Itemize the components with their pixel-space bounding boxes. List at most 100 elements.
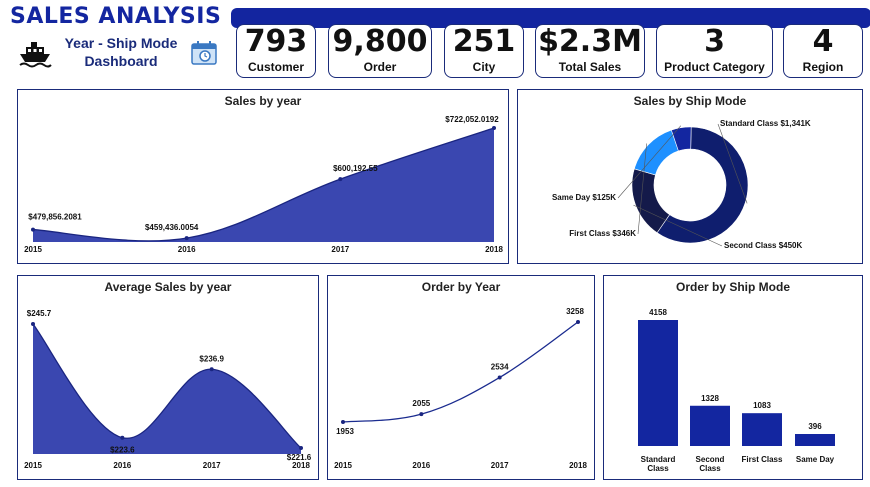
x-tick-label: Class [647,464,669,473]
x-tick-label: Standard [641,455,676,464]
donut-slice [631,168,670,234]
ship-icon [19,42,52,68]
bar [638,320,678,446]
data-label: 1953 [336,427,354,436]
bar [742,413,782,446]
data-point [31,227,35,232]
leader-line [633,204,723,247]
kpi-label: Region [802,60,844,74]
kpi-value: 793 [244,24,308,59]
series-line [32,127,495,242]
dashboard-subtitle: Year - Ship Mode Dashboard [56,34,186,70]
kpi-card-city: 251 City [444,24,524,78]
data-label: $245.7 [27,309,52,318]
data-point [341,420,345,424]
x-tick-label: First Class [742,455,783,464]
sales-by-ship-mode-panel: Sales by Ship Mode Standard Class $1,341… [517,89,863,264]
data-point [299,446,303,450]
x-tick-label: 2015 [334,461,352,470]
data-point [576,320,580,324]
data-point [120,435,125,440]
subtitle-line-1: Year - Ship Mode [64,35,178,51]
data-label: 1083 [753,401,771,410]
data-label: 2055 [412,399,430,408]
x-tick-label: 2018 [292,461,310,470]
area-fill [33,127,494,242]
x-tick-label: 2015 [24,461,42,470]
donut-slice [670,126,692,152]
x-tick-label: 2018 [569,461,587,470]
dashboard-title: SALES ANALYSIS [10,4,222,29]
data-label: $236.9 [199,354,224,363]
kpi-card-total-sales: $2.3M Total Sales [535,24,645,78]
bar [690,405,730,446]
x-tick-label: Class [699,464,721,473]
kpi-value: 3 [704,24,725,59]
donut-slice [633,129,679,176]
kpi-label: Customer [247,60,304,74]
series-line [32,323,302,449]
chart-title: Average Sales by year [104,280,232,294]
kpi-card-customer: 793 Customer [236,24,316,78]
data-point [209,367,214,372]
x-tick-label: 2016 [113,461,131,470]
data-point [338,177,343,182]
sales-by-year-panel: Sales by year $479,856.2081 $459,436.0054… [17,89,509,264]
kpi-card-product-category: 3 Product Category [656,24,773,78]
kpi-value: 251 [452,24,516,59]
data-label: $722,052.0192 [445,115,499,124]
data-label: 2534 [491,362,509,371]
leader-line [637,143,647,235]
data-label: 3258 [566,307,584,316]
series-line [342,321,579,423]
calendar-icon [191,41,217,65]
leader-line [717,123,748,204]
x-tick-label: Second [696,455,725,464]
kpi-label: Product Category [664,60,765,74]
order-by-ship-mode-chart: 4158StandardClass1328SecondClass1083Firs… [638,308,835,473]
kpi-card-order: 9,800 Order [328,24,432,78]
kpi-value: 9,800 [332,24,428,59]
data-point [492,125,496,130]
chart-title: Sales by Ship Mode [633,94,747,108]
data-label: $223.6 [110,446,135,455]
kpi-value: $2.3M [538,24,642,59]
chart-title: Order by Year [421,280,501,294]
x-tick-label: Same Day [796,455,835,464]
sales-by-year-chart: $479,856.2081 $459,436.0054 $600,192.55 $72… [24,115,503,254]
kpi-value: 4 [812,24,834,59]
data-label: 1328 [701,394,719,403]
data-label: Standard Class $1,341K [720,119,811,128]
data-label: 396 [808,422,822,431]
data-label: $600,192.55 [333,164,378,173]
header-bar [231,8,870,28]
donut-slice [656,126,749,244]
data-label: Same Day $125K [552,193,616,202]
data-point [497,375,502,380]
x-tick-label: 2017 [203,461,221,470]
chart-title: Order by Ship Mode [675,280,790,294]
kpi-label: Order [363,60,397,74]
area-fill [33,324,301,454]
x-tick-label: 2018 [485,245,503,254]
sales-by-ship-mode-chart: Standard Class $1,341K Second Class $450K… [552,119,811,250]
chart-title: Sales by year [224,94,302,108]
x-tick-label: 2017 [491,461,509,470]
data-label: Second Class $450K [724,241,802,250]
kpi-label: City [472,60,496,74]
data-label: $479,856.2081 [28,213,82,222]
data-point [419,412,424,417]
data-label: 4158 [649,308,667,317]
data-point [184,236,189,241]
average-sales-by-year-panel: Average Sales by year $245.7 $223.6 $236.9… [17,275,319,480]
order-by-ship-mode-panel: Order by Ship Mode 4158 Standard Class 1328… [603,275,863,480]
subtitle-line-2: Dashboard [84,53,158,69]
kpi-label: Total Sales [558,60,622,74]
x-tick-label: 2016 [178,245,196,254]
data-label: $459,436.0054 [145,223,199,232]
order-by-year-panel: Order by Year 1953 2055 2534 3258 2015 2016 20… [327,275,595,480]
x-tick-label: 2017 [331,245,349,254]
data-point [31,322,35,326]
x-tick-label: 2015 [24,245,42,254]
leader-line [617,125,682,199]
